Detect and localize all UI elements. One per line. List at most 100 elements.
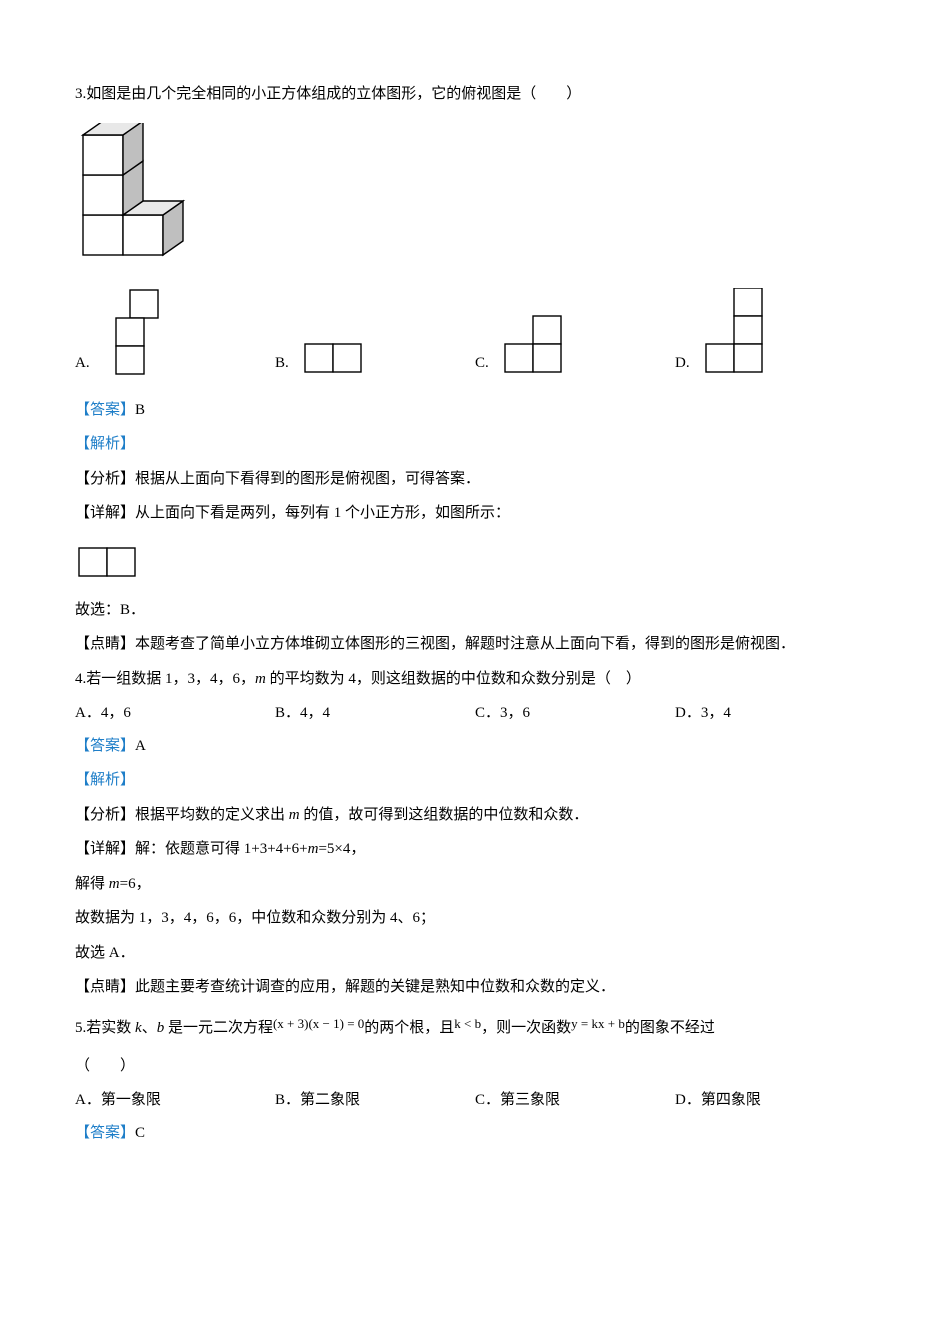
q4-number: 4. [75, 671, 86, 687]
q4-option-c[interactable]: C．3，6 [475, 699, 675, 728]
q4-detail-post: =5×4， [318, 841, 365, 857]
q4-answer: 【答案】A [75, 732, 875, 761]
q5-k: k [135, 1020, 142, 1036]
q3-option-a-label: A. [75, 349, 90, 378]
q5-opt-a-label: A． [75, 1092, 101, 1108]
dianjing-heading: 【点睛】 [75, 979, 135, 995]
q3-analysis: 【分析】根据从上面向下看得到的图形是俯视图，可得答案． [75, 465, 875, 494]
q5-pre: 若实数 [86, 1020, 135, 1036]
q4-solve-pre: 解得 [75, 876, 109, 892]
q5-answer: 【答案】C [75, 1119, 875, 1148]
q4-opt-d-label: D． [675, 705, 701, 721]
q3-option-b[interactable]: B. [275, 288, 475, 378]
q3-options: A. B. C. [75, 288, 875, 378]
detail-heading: 【详解】 [75, 505, 135, 521]
q4-detail-pre: 解：依题意可得 1+3+4+6+ [135, 841, 308, 857]
q5-option-a[interactable]: A．第一象限 [75, 1086, 275, 1115]
q3-detail: 【详解】从上面向下看是两列，每列有 1 个小正方形，如图所示： [75, 499, 875, 528]
q5-opt-a-text: 第一象限 [101, 1092, 161, 1108]
answer-label: 【答案】 [75, 738, 135, 754]
q4-opt-c-text: 3，6 [500, 705, 530, 721]
q4-data-line: 故数据为 1，3，4，6，6，中位数和众数分别为 4、6； [75, 904, 875, 933]
q4-solve-post: =6， [120, 876, 151, 892]
q4-therefore: 故选 A． [75, 939, 875, 968]
q3-number: 3. [75, 86, 86, 102]
q5-mid2: 的两个根，且 [364, 1020, 454, 1036]
q5-mid1: 是一元二次方程 [164, 1020, 273, 1036]
q5-eq2: y = kx + b [571, 1016, 625, 1031]
q5-opt-b-label: B． [275, 1092, 300, 1108]
q5-sep1: 、 [142, 1020, 157, 1036]
q3-answer: 【答案】B [75, 396, 875, 425]
q4-dianjing-text: 此题主要考查统计调查的应用，解题的关键是熟知中位数和众数的定义． [135, 979, 615, 995]
q4-option-d[interactable]: D．3，4 [675, 699, 875, 728]
q3-option-c-label: C. [475, 349, 489, 378]
answer-label: 【答案】 [75, 1125, 135, 1141]
answer-label: 【答案】 [75, 402, 135, 418]
q4-detail-var: m [308, 841, 319, 857]
q5-option-b[interactable]: B．第二象限 [275, 1086, 475, 1115]
q4-options: A．4，6 B．4，4 C．3，6 D．3，4 [75, 699, 875, 728]
q3-dianjing: 【点睛】本题考查了简单小立方体堆砌立体图形的三视图，解题时注意从上面向下看，得到… [75, 630, 875, 659]
q3-analysis-label: 【解析】 [75, 430, 875, 459]
q4-opt-b-text: 4，4 [300, 705, 330, 721]
q4-opt-b-label: B． [275, 705, 300, 721]
q5-options: A．第一象限 B．第二象限 C．第三象限 D．第四象限 [75, 1086, 875, 1115]
q5-eq1: (x + 3)(x − 1) = 0 [273, 1016, 364, 1031]
q3-option-b-label: B. [275, 349, 289, 378]
q3-detail-figure [75, 544, 875, 580]
q4-option-a[interactable]: A．4，6 [75, 699, 275, 728]
q3-stem: 3.如图是由几个完全相同的小正方体组成的立体图形，它的俯视图是（ ） [75, 80, 875, 109]
cubes-isometric-icon [75, 123, 205, 268]
q4-solve-var: m [109, 876, 120, 892]
q3-option-d[interactable]: D. [675, 288, 875, 378]
q3-stem-text: 如图是由几个完全相同的小正方体组成的立体图形，它的俯视图是（ ） [86, 86, 581, 102]
analysis-heading: 【分析】 [75, 807, 135, 823]
q3-dianjing-text: 本题考查了简单小立方体堆砌立体图形的三视图，解题时注意从上面向下看，得到的图形是… [135, 636, 795, 652]
q3-answer-value: B [135, 402, 145, 418]
q4-opt-a-text: 4，6 [101, 705, 131, 721]
q4-stem-post: 的平均数为 4，则这组数据的中位数和众数分别是（ ） [266, 671, 641, 687]
detail-heading: 【详解】 [75, 841, 135, 857]
q5-ineq: k < b [454, 1016, 481, 1031]
q5-option-c[interactable]: C．第三象限 [475, 1086, 675, 1115]
q4-opt-d-text: 3，4 [701, 705, 731, 721]
q4-analysis-var: m [289, 807, 300, 823]
dianjing-heading: 【点睛】 [75, 636, 135, 652]
q4-opt-a-label: A． [75, 705, 101, 721]
option-c-grid-icon [495, 288, 575, 378]
q4-opt-c-label: C． [475, 705, 500, 721]
q5-opt-d-text: 第四象限 [701, 1092, 761, 1108]
option-b-grid-icon [295, 288, 375, 378]
analysis-heading: 【分析】 [75, 471, 135, 487]
q3-option-a[interactable]: A. [75, 288, 275, 378]
q5-answer-value: C [135, 1125, 145, 1141]
q4-analysis: 【分析】根据平均数的定义求出 m 的值，故可得到这组数据的中位数和众数． [75, 801, 875, 830]
q4-answer-value: A [135, 738, 146, 754]
q4-analysis-label: 【解析】 [75, 766, 875, 795]
q5-option-d[interactable]: D．第四象限 [675, 1086, 875, 1115]
q5-opt-c-text: 第三象限 [500, 1092, 560, 1108]
q4-solve: 解得 m=6， [75, 870, 875, 899]
two-square-grid-icon [75, 544, 145, 580]
q4-stem-var: m [255, 671, 266, 687]
q5-number: 5. [75, 1020, 86, 1036]
q4-detail: 【详解】解：依题意可得 1+3+4+6+m=5×4， [75, 835, 875, 864]
option-a-grid-icon [96, 288, 166, 378]
q3-therefore: 故选：B． [75, 596, 875, 625]
page: 3.如图是由几个完全相同的小正方体组成的立体图形，它的俯视图是（ ） [0, 0, 950, 1344]
q3-option-d-label: D. [675, 349, 690, 378]
q4-option-b[interactable]: B．4，4 [275, 699, 475, 728]
q3-option-c[interactable]: C. [475, 288, 675, 378]
q5-opt-b-text: 第二象限 [300, 1092, 360, 1108]
q3-detail-text: 从上面向下看是两列，每列有 1 个小正方形，如图所示： [135, 505, 510, 521]
q3-analysis-text: 根据从上面向下看得到的图形是俯视图，可得答案． [135, 471, 480, 487]
q4-dianjing: 【点睛】此题主要考查统计调查的应用，解题的关键是熟知中位数和众数的定义． [75, 973, 875, 1002]
q4-stem-pre: 若一组数据 1，3，4，6， [86, 671, 255, 687]
q5-paren: （ ） [75, 1052, 875, 1081]
q5-mid3: ，则一次函数 [481, 1020, 571, 1036]
option-d-grid-icon [696, 288, 776, 378]
q5-opt-d-label: D． [675, 1092, 701, 1108]
q5-post: 的图象不经过 [625, 1020, 715, 1036]
q4-stem: 4.若一组数据 1，3，4，6，m 的平均数为 4，则这组数据的中位数和众数分别… [75, 665, 875, 694]
